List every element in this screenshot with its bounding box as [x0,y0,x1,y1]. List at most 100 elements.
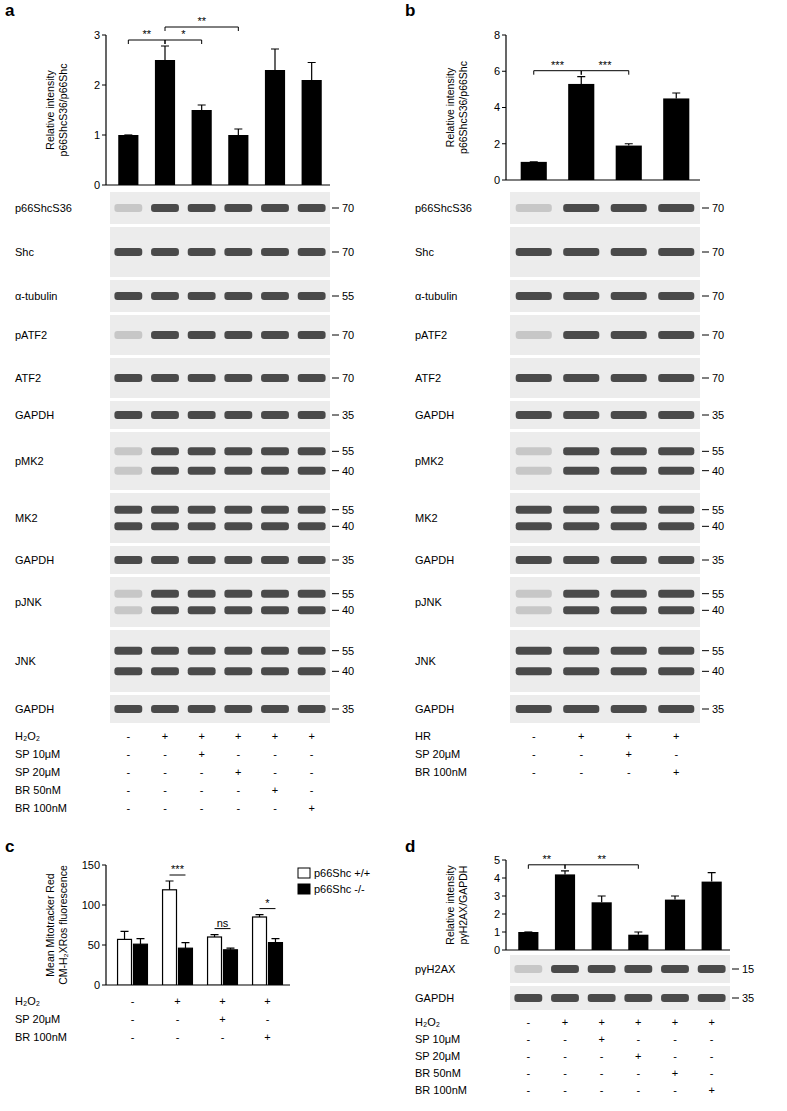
bar [555,874,575,950]
blot-band [658,647,694,655]
y-tick [502,860,506,861]
condition-sign: - [563,1050,567,1062]
mw-marker: 55 [342,645,354,657]
blot-band [224,705,252,713]
error-bar [234,129,242,135]
blot [110,192,330,224]
blot-band [611,606,647,614]
blot-band [611,705,647,713]
sig-bracket [165,27,238,31]
mw-marker: 55 [342,445,354,457]
condition-sign: - [163,802,167,814]
sig-label: * [181,28,186,40]
condition-sign: + [626,748,632,760]
blot-band [563,447,599,455]
mw-marker: 40 [342,465,354,477]
error-bar [181,943,189,949]
mw-marker: 70 [342,246,354,258]
y-tick [502,950,506,951]
marker-tick [332,509,339,510]
condition-sign: + [174,995,180,1007]
marker-tick [332,378,339,379]
marker-tick [332,451,339,452]
blot-band [563,411,599,419]
blot [510,401,700,429]
error-bar [166,881,174,890]
blot-label: GAPDH [15,703,54,715]
blot-band [658,292,694,300]
y-tick-label: 100 [82,899,100,911]
blot-band [114,556,142,564]
error-bar [530,161,538,162]
marker-tick [332,335,339,336]
condition-sign: - [126,730,130,742]
blot-band [624,965,652,973]
blot-band [516,705,552,713]
blot-band [224,556,252,564]
condition-sign: - [710,1033,714,1045]
mw-marker: 15 [742,963,754,975]
blot-band [516,331,552,339]
mw-marker: 40 [342,665,354,677]
blot-band [261,411,289,419]
blot [510,432,700,490]
marker-tick [702,208,709,209]
marker-tick [702,335,709,336]
blot-band [224,292,252,300]
blot-band [298,705,326,713]
blot [510,986,730,1010]
blot-band [114,647,142,655]
error-bar [524,931,532,932]
blot-band [261,447,289,455]
blot-band [151,556,179,564]
sig-label: ** [597,853,606,865]
mw-marker: 70 [342,202,354,214]
condition-sign: - [600,1050,604,1062]
condition-sign: - [532,766,536,778]
y-axis-label: p66ShcS36/p66Shc [457,61,469,154]
blot-band [516,606,552,614]
blot-band [658,522,694,530]
blot [510,493,700,543]
blot-label: pATF2 [15,329,47,341]
marker-tick [702,593,709,594]
y-tick [502,914,506,915]
error-bar [308,63,316,81]
blot-band [188,522,216,530]
sig-label: ns [217,917,229,929]
blot-label: GAPDH [15,554,54,566]
condition-sign: + [235,730,241,742]
marker-tick [702,650,709,651]
bar [118,135,138,185]
condition-sign: + [578,730,584,742]
blot-band [114,590,142,598]
blot-band [661,965,689,973]
marker-tick [332,252,339,253]
y-tick-label: 50 [88,939,100,951]
blot-label: pMK2 [415,455,444,467]
condition-sign: - [532,730,536,742]
marker-tick [702,296,709,297]
blot [510,315,700,355]
blot-band [563,204,599,212]
condition-label: H₂O₂ [15,995,40,1007]
condition-sign: + [198,730,204,742]
condition-sign: - [673,1050,677,1062]
blot-band [563,647,599,655]
condition-sign: - [266,1013,270,1025]
marker-tick [702,415,709,416]
error-bar [198,105,206,110]
condition-sign: - [200,784,204,796]
blot-band [563,292,599,300]
blot-band [588,994,616,1002]
condition-sign: + [562,1016,568,1028]
blot-band [224,667,252,675]
condition-label: SP 20μM [415,748,460,760]
blot-label: pγH2AX [415,963,456,975]
blot-band [224,467,252,475]
mw-marker: 35 [342,703,354,715]
bar [155,60,175,185]
figure: a0123Relative intensityp66ShcS36/p66Shc*… [0,0,787,1111]
blot-label: GAPDH [15,409,54,421]
marker-tick [332,208,339,209]
